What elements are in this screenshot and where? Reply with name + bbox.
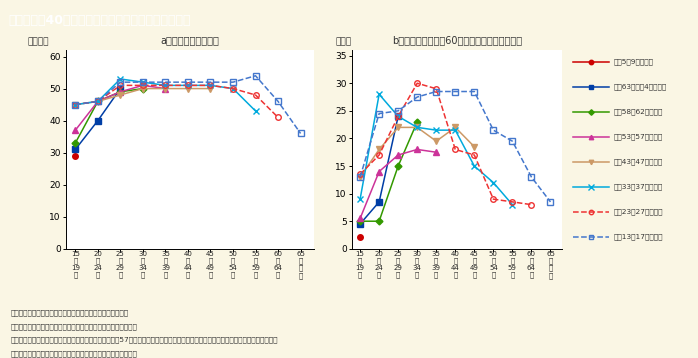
- Text: 50
〜
54
歳: 50 〜 54 歳: [228, 251, 237, 278]
- Text: 60
〜
64
歳: 60 〜 64 歳: [274, 251, 283, 278]
- Text: 40
〜
44
歳: 40 〜 44 歳: [184, 251, 193, 278]
- Text: 55
〜
59
歳: 55 〜 59 歳: [251, 251, 260, 278]
- Text: 昭和53～57年生まれ: 昭和53～57年生まれ: [614, 134, 663, 140]
- Text: 30
〜
34
歳: 30 〜 34 歳: [413, 251, 422, 278]
- Text: 15
〜
19
歳: 15 〜 19 歳: [355, 251, 364, 278]
- Text: 65
歳
以
上: 65 歳 以 上: [546, 251, 555, 279]
- Text: ２．出生年５年刻みを１つの世代としてまとめている。: ２．出生年５年刻みを１つの世代としてまとめている。: [10, 323, 138, 330]
- Text: 40
〜
44
歳: 40 〜 44 歳: [451, 251, 460, 278]
- Text: 昭和63～平成4年生まれ: 昭和63～平成4年生まれ: [614, 84, 667, 90]
- Text: a．平均週間就業時間: a．平均週間就業時間: [161, 35, 220, 45]
- Text: （時間）: （時間）: [28, 38, 50, 47]
- Text: 45
〜
49
歳: 45 〜 49 歳: [470, 251, 479, 278]
- Text: 平成5～9年生まれ: 平成5～9年生まれ: [614, 59, 653, 66]
- Text: 35
〜
39
歳: 35 〜 39 歳: [432, 251, 440, 278]
- Text: 15
〜
19
歳: 15 〜 19 歳: [70, 251, 80, 278]
- Text: 30
〜
34
歳: 30 〜 34 歳: [138, 251, 147, 278]
- Text: 20
〜
24
歳: 20 〜 24 歳: [94, 251, 103, 278]
- Text: 50
〜
54
歳: 50 〜 54 歳: [489, 251, 498, 278]
- Text: ３．グラフが煩雑になるのを避けるため、昭和57年以前生まれの世代については１世代おきに表記している。表記を省略した: ３．グラフが煩雑になるのを避けるため、昭和57年以前生まれの世代については１世代…: [10, 337, 278, 343]
- Text: 25
〜
29
歳: 25 〜 29 歳: [394, 251, 403, 278]
- Text: 45
〜
49
歳: 45 〜 49 歳: [206, 251, 215, 278]
- Text: 65
歳
以
上: 65 歳 以 上: [296, 251, 305, 279]
- Text: 昭和43～47年生まれ: 昭和43～47年生まれ: [614, 159, 663, 165]
- Text: 60
〜
64
歳: 60 〜 64 歳: [527, 251, 536, 278]
- Text: 昭和13～17年生まれ: 昭和13～17年生まれ: [614, 233, 663, 240]
- Text: 第１－特－40図　男性の就業時間の世代による特徴: 第１－特－40図 男性の就業時間の世代による特徴: [8, 14, 191, 27]
- Text: 35
〜
39
歳: 35 〜 39 歳: [161, 251, 170, 278]
- Text: 55
〜
59
歳: 55 〜 59 歳: [508, 251, 517, 278]
- Text: 世代についても、おおむね同様の傾向が見られる。: 世代についても、おおむね同様の傾向が見られる。: [10, 350, 138, 357]
- Text: 20
〜
24
歳: 20 〜 24 歳: [375, 251, 384, 278]
- Text: 昭和33～37年生まれ: 昭和33～37年生まれ: [614, 184, 663, 190]
- Text: 昭和23～27年生まれ: 昭和23～27年生まれ: [614, 209, 663, 215]
- Text: （％）: （％）: [335, 38, 351, 47]
- Text: 昭和58～62年生まれ: 昭和58～62年生まれ: [614, 109, 663, 115]
- Text: 25
〜
29
歳: 25 〜 29 歳: [116, 251, 125, 278]
- Text: （備考）１．総務省「労働力調査（基本集計）」より作成。: （備考）１．総務省「労働力調査（基本集計）」より作成。: [10, 310, 128, 316]
- Text: b．週間就業時間が60時間以上の就業者の割合: b．週間就業時間が60時間以上の就業者の割合: [392, 35, 522, 45]
